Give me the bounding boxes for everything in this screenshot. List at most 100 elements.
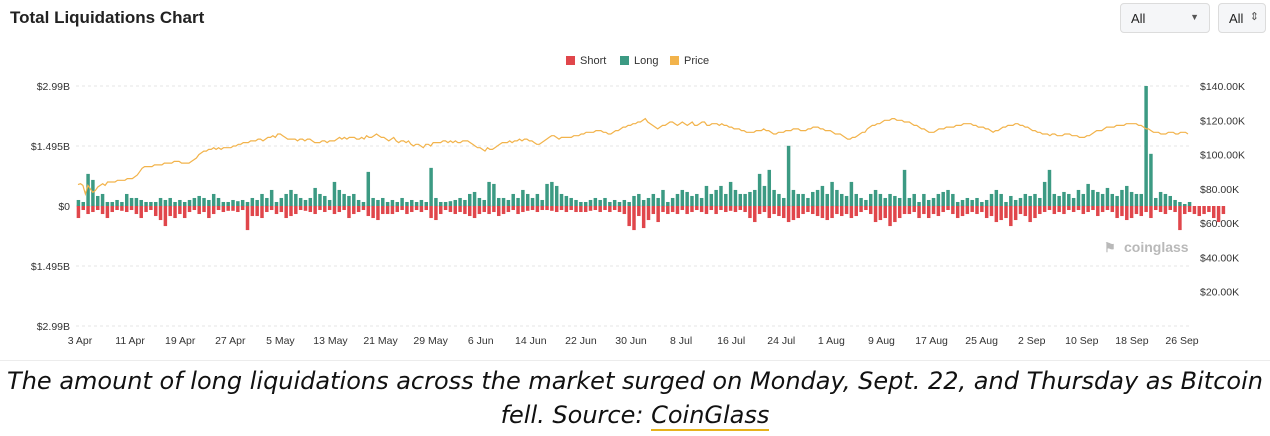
short-bar [757, 206, 762, 215]
long-bar [955, 201, 960, 206]
source-link[interactable]: CoinGlass [651, 401, 770, 431]
short-bar [269, 206, 274, 211]
long-bar [260, 193, 264, 206]
short-bar [105, 206, 110, 219]
x-tick-label: 24 Jul [767, 335, 795, 347]
short-bar [100, 206, 105, 215]
long-bar [675, 193, 680, 206]
long-bar [477, 197, 482, 206]
long-bar [347, 195, 351, 206]
chart-title: Total Liquidations Chart [10, 8, 205, 27]
long-bar [680, 189, 685, 206]
short-bar [685, 206, 689, 215]
short-bar [424, 206, 428, 211]
short-bar [588, 206, 593, 211]
long-bar [453, 199, 457, 206]
x-tick-label: 8 Jul [670, 335, 692, 347]
short-bar [530, 206, 535, 211]
short-bar [211, 206, 216, 215]
long-bar [236, 201, 240, 206]
long-bar [617, 201, 622, 206]
long-bar [429, 167, 433, 206]
long-bar [405, 201, 409, 206]
short-bar [115, 206, 119, 211]
short-bar [603, 206, 607, 211]
long-bar [1013, 199, 1018, 206]
long-bar [192, 197, 197, 206]
short-bar [1163, 206, 1168, 215]
long-bar [1052, 193, 1057, 206]
short-bar [675, 206, 680, 215]
long-bar [690, 195, 694, 206]
caption-text: The amount of long liquidations across t… [7, 367, 1263, 429]
short-bar [192, 206, 197, 211]
short-bar [91, 206, 95, 213]
short-bar [381, 206, 385, 215]
long-bar [782, 197, 786, 206]
x-tick-label: 11 Apr [115, 335, 145, 347]
short-bar [1212, 206, 1216, 219]
long-bar [970, 199, 974, 206]
short-bar [598, 206, 602, 213]
long-bar [371, 197, 375, 206]
long-bar [492, 183, 496, 206]
long-bar [96, 195, 100, 206]
long-bar [1173, 199, 1177, 206]
short-bar [158, 206, 163, 221]
long-bar [564, 195, 569, 206]
long-bar [269, 189, 274, 206]
long-bar [912, 193, 916, 206]
short-bar [202, 206, 206, 213]
short-bar [801, 206, 805, 215]
long-bar [410, 199, 414, 206]
short-bar [545, 206, 549, 211]
short-bar [1013, 206, 1018, 221]
short-bar [907, 206, 912, 215]
short-bar [323, 206, 327, 213]
x-tick-label: 3 Apr [68, 335, 93, 347]
long-bar [1057, 195, 1061, 206]
long-bar [1091, 189, 1095, 206]
long-bar [303, 199, 308, 206]
short-bar [96, 206, 100, 211]
short-bar [699, 206, 704, 213]
long-bar [646, 197, 651, 206]
long-bar [1187, 201, 1192, 206]
short-bar [777, 206, 781, 217]
long-bar [772, 189, 776, 206]
long-bar [530, 197, 535, 206]
long-bar [994, 189, 999, 206]
long-bar [91, 179, 95, 206]
short-bar [946, 206, 950, 211]
long-bar [931, 197, 936, 206]
short-bar [1183, 206, 1187, 215]
short-bar [1067, 206, 1071, 211]
short-bar [960, 206, 965, 217]
range-select[interactable]: All ▼ [1120, 3, 1210, 33]
long-bar [695, 193, 699, 206]
long-bar [632, 195, 636, 206]
short-bar [825, 206, 829, 221]
short-bar [1221, 206, 1226, 215]
coin-select[interactable]: All ⇕ [1218, 3, 1266, 33]
short-bar [893, 206, 897, 223]
short-bar [690, 206, 694, 213]
short-bar [1062, 206, 1066, 215]
long-bar [361, 201, 366, 206]
short-bar [139, 206, 143, 219]
long-bar [434, 197, 438, 206]
short-bar [390, 206, 395, 215]
short-bar [405, 206, 409, 215]
short-bar [926, 206, 931, 219]
short-bar [743, 206, 747, 213]
short-bar [714, 206, 718, 215]
short-bar [728, 206, 733, 211]
short-bar [236, 206, 240, 213]
short-bar [1105, 206, 1110, 211]
long-bar [1023, 193, 1028, 206]
long-bar [980, 201, 984, 206]
long-bar [922, 193, 926, 206]
long-bar [318, 193, 322, 206]
short-bar [1091, 206, 1095, 211]
short-bar [1139, 206, 1144, 217]
